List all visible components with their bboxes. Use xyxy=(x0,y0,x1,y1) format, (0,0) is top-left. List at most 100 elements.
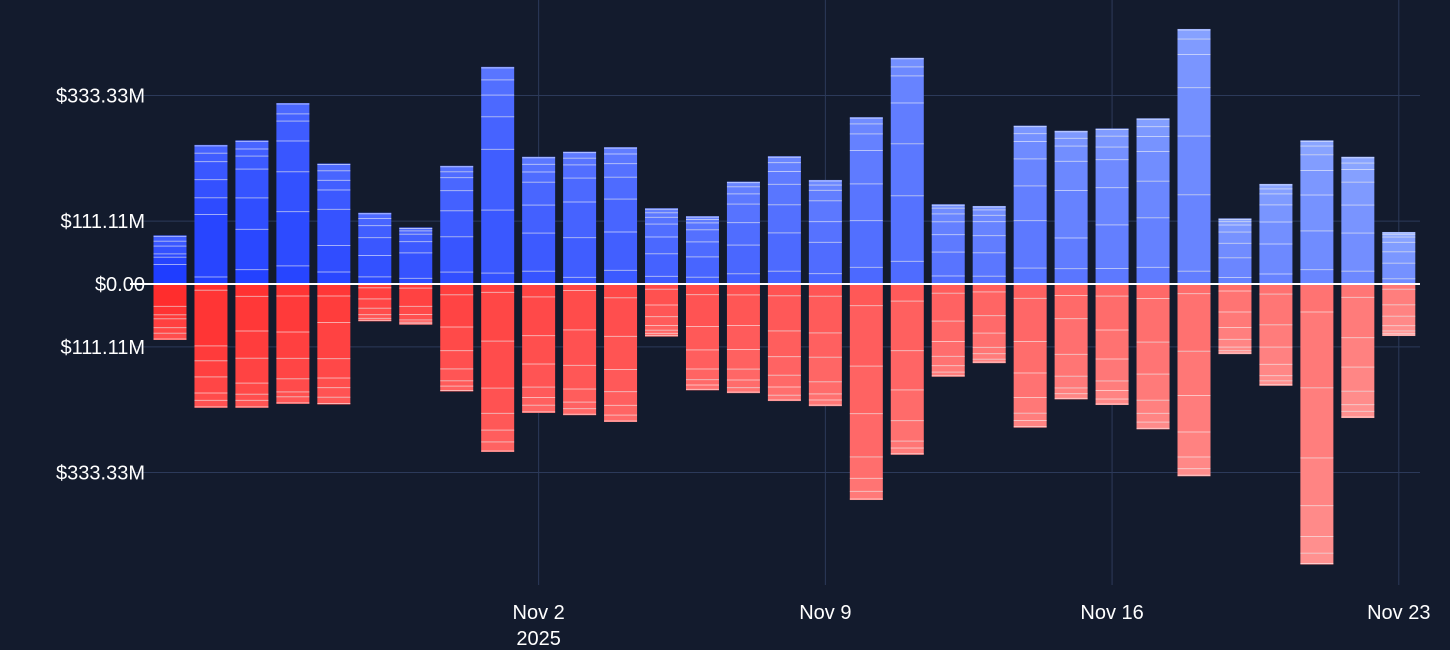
outflow-bar[interactable] xyxy=(604,284,638,422)
outflow-bar[interactable] xyxy=(1259,284,1293,386)
inflow-segment xyxy=(522,182,556,206)
inflow-bar[interactable] xyxy=(440,165,474,284)
inflow-bar[interactable] xyxy=(317,163,351,284)
outflow-bar[interactable] xyxy=(1013,284,1047,428)
outflow-segment xyxy=(440,350,474,369)
outflow-bar[interactable] xyxy=(1177,284,1211,477)
outflow-segment xyxy=(276,331,310,359)
outflow-bar[interactable] xyxy=(726,284,760,394)
outflow-segment xyxy=(276,396,310,404)
inflow-segment xyxy=(1382,263,1416,279)
inflow-segment xyxy=(808,190,842,201)
inflow-segment xyxy=(685,277,719,284)
outflow-bar[interactable] xyxy=(1136,284,1170,430)
outflow-segment xyxy=(1136,284,1170,299)
inflow-bar[interactable] xyxy=(808,179,842,284)
inflow-bar[interactable] xyxy=(972,205,1006,284)
y-tick-label: $333.33M xyxy=(56,86,145,108)
inflow-segment xyxy=(1013,268,1047,284)
outflow-bar[interactable] xyxy=(972,284,1006,364)
outflow-bar[interactable] xyxy=(481,284,515,452)
inflow-bar[interactable] xyxy=(1218,218,1252,284)
inflow-segment xyxy=(235,197,269,230)
inflow-bar[interactable] xyxy=(399,227,433,284)
outflow-bar[interactable] xyxy=(358,284,392,322)
inflow-bar[interactable] xyxy=(1382,231,1416,284)
inflow-bar[interactable] xyxy=(1177,28,1211,284)
outflow-bar[interactable] xyxy=(808,284,842,407)
outflow-bar[interactable] xyxy=(1300,284,1334,565)
outflow-bar[interactable] xyxy=(522,284,556,413)
inflow-bar[interactable] xyxy=(1095,128,1129,284)
inflow-bar[interactable] xyxy=(645,208,679,284)
outflow-bar[interactable] xyxy=(849,284,883,501)
outflow-bar[interactable] xyxy=(890,284,924,455)
inflow-bar[interactable] xyxy=(1054,130,1088,284)
outflow-bar[interactable] xyxy=(399,284,433,325)
inflow-bar[interactable] xyxy=(358,212,392,284)
outflow-bar[interactable] xyxy=(440,284,474,392)
outflow-bar[interactable] xyxy=(153,284,187,340)
outflow-bar[interactable] xyxy=(276,284,310,404)
outflow-segment xyxy=(399,288,433,307)
inflow-segment xyxy=(440,210,474,237)
outflow-bar[interactable] xyxy=(767,284,801,402)
outflow-bar[interactable] xyxy=(1095,284,1129,406)
outflow-bar[interactable] xyxy=(563,284,597,416)
inflow-bar[interactable] xyxy=(1300,140,1334,284)
inflow-bar[interactable] xyxy=(1259,183,1293,284)
inflow-bar[interactable] xyxy=(1013,125,1047,284)
inflow-bar[interactable] xyxy=(563,151,597,284)
outflow-segment xyxy=(931,341,965,357)
outflow-segment xyxy=(890,350,924,390)
outflow-segment xyxy=(726,387,760,394)
inflow-segment xyxy=(685,256,719,278)
outflow-segment xyxy=(1177,351,1211,396)
inflow-bar[interactable] xyxy=(849,117,883,284)
outflow-segment xyxy=(1259,294,1293,325)
inflow-segment xyxy=(358,255,392,277)
outflow-segment xyxy=(931,321,965,342)
outflow-bar[interactable] xyxy=(1341,284,1375,419)
outflow-bar[interactable] xyxy=(1054,284,1088,400)
inflow-bar[interactable] xyxy=(235,140,269,284)
inflow-bar[interactable] xyxy=(153,235,187,284)
inflow-bar[interactable] xyxy=(726,181,760,284)
outflow-bar[interactable] xyxy=(685,284,719,391)
outflow-segment xyxy=(685,349,719,370)
inflow-bar[interactable] xyxy=(481,66,515,284)
y-tick-label: $0.00 xyxy=(95,274,145,296)
inflow-bar[interactable] xyxy=(604,147,638,284)
inflow-bar[interactable] xyxy=(1341,156,1375,284)
inflow-bar[interactable] xyxy=(931,204,965,284)
outflow-bar[interactable] xyxy=(1382,284,1416,337)
outflow-bar[interactable] xyxy=(645,284,679,337)
inflow-segment xyxy=(972,252,1006,277)
outflow-segment xyxy=(1054,376,1088,388)
outflow-segment xyxy=(235,296,269,332)
inflow-segment xyxy=(1259,188,1293,194)
outflow-segment xyxy=(522,284,556,297)
outflow-segment xyxy=(767,330,801,357)
outflow-bar[interactable] xyxy=(235,284,269,408)
outflow-bar[interactable] xyxy=(317,284,351,405)
outflow-segment xyxy=(1013,397,1047,414)
inflow-bar[interactable] xyxy=(276,103,310,284)
inflow-segment xyxy=(726,181,760,187)
outflow-segment xyxy=(563,329,597,366)
outflow-segment xyxy=(563,290,597,330)
inflow-segment xyxy=(1341,156,1375,164)
inflow-bar[interactable] xyxy=(194,144,228,284)
outflow-bar[interactable] xyxy=(931,284,965,377)
inflow-segment xyxy=(767,156,801,163)
inflow-bar[interactable] xyxy=(1136,118,1170,284)
outflow-bar[interactable] xyxy=(1218,284,1252,355)
outflow-segment xyxy=(440,326,474,351)
inflow-segment xyxy=(153,246,187,254)
inflow-bar[interactable] xyxy=(767,156,801,284)
outflow-bar[interactable] xyxy=(194,284,228,408)
outflow-segment xyxy=(1300,457,1334,506)
inflow-bar[interactable] xyxy=(685,216,719,284)
inflow-bar[interactable] xyxy=(522,156,556,284)
inflow-bar[interactable] xyxy=(890,57,924,284)
